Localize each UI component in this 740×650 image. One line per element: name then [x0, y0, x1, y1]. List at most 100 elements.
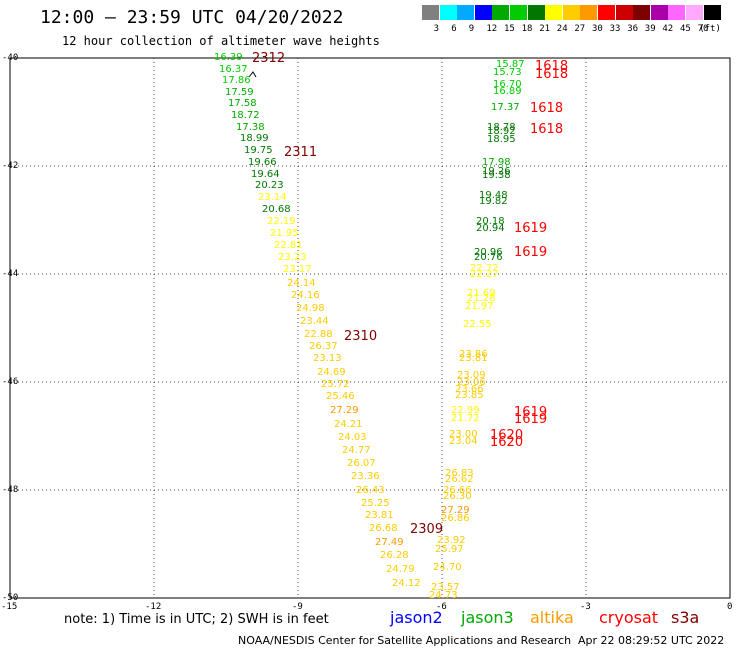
time-label: 1618: [530, 101, 564, 116]
swh-value: 19.38: [482, 170, 511, 181]
swh-value: 15.87: [496, 59, 525, 70]
swh-value: 24.69: [317, 367, 346, 378]
colorbar-swatch: [510, 5, 527, 20]
page-title: 12:00 — 23:59 UTC 04/20/2022: [40, 7, 344, 28]
swh-value: 19.66: [248, 157, 277, 168]
time-label: 1618: [535, 59, 569, 74]
colorbar-swatch: [686, 5, 703, 20]
time-label: 1619: [514, 245, 548, 260]
colorbar-swatch: [650, 5, 668, 20]
swh-value: 18.72: [231, 110, 260, 121]
swh-value: 16.70: [493, 79, 522, 90]
swh-value: 24.16: [291, 290, 320, 301]
lon-tick-label: -3: [580, 602, 591, 612]
time-label: 1620: [490, 428, 524, 443]
swh-value: 19.75: [244, 145, 273, 156]
colorbar-swatch: [615, 5, 633, 20]
swh-value: 20.76: [474, 252, 503, 263]
swh-value: 24.73: [429, 590, 458, 601]
time-label: 1619: [514, 412, 548, 427]
colorbar-label: 6: [451, 24, 457, 34]
swh-value: 23.00: [449, 429, 478, 440]
swh-value: 26.62: [445, 474, 474, 485]
swh-value: 15.73: [493, 67, 522, 78]
swh-value: 27.29: [441, 505, 470, 516]
swh-value: 23.85: [455, 390, 484, 401]
swh-value: 26.83: [445, 468, 474, 479]
swh-value: 21.95: [270, 228, 299, 239]
lon-tick-label: -6: [436, 602, 447, 612]
swh-value: 17.98: [482, 157, 511, 168]
swh-value: 22.27: [470, 269, 499, 280]
generated-timestamp: Apr 22 08:29:52 UTC 2022: [578, 634, 725, 647]
map-frame: [9, 57, 731, 599]
lat-tick-label: -46: [2, 377, 19, 387]
time-label: 1620: [490, 435, 524, 450]
swh-value: 22.55: [463, 319, 492, 330]
colorbar-label: 27: [574, 24, 586, 34]
swh-value: 23.17: [283, 264, 312, 275]
swh-value: 23.06: [457, 377, 486, 388]
swh-value: 18.99: [240, 133, 269, 144]
lon-tick-label: 0: [727, 602, 733, 612]
colorbar-swatch: [598, 5, 615, 20]
swh-value: 21.97: [465, 301, 494, 312]
lat-tick-label: -40: [2, 53, 19, 63]
swh-value: 23.81: [459, 353, 488, 364]
swh-value: 23.13: [313, 353, 342, 364]
swh-value: 27.29: [330, 405, 359, 416]
swh-value: 24.77: [342, 445, 371, 456]
colorbar-label: 24: [556, 24, 568, 34]
lon-tick-label: -15: [1, 602, 18, 612]
lat-tick-label: -50: [2, 593, 19, 603]
credit-line: NOAA/NESDIS Center for Satellite Applica…: [238, 634, 572, 647]
swh-value: 25.72: [321, 379, 350, 390]
swh-value: 20.96: [474, 247, 503, 258]
swh-value: 19.48: [479, 190, 508, 201]
swh-value: 26.68: [369, 523, 398, 534]
colorbar-label: 33: [609, 24, 621, 34]
colorbar-label: 70: [697, 24, 709, 34]
swh-value: 21.72: [451, 413, 480, 424]
swh-value: 26.07: [347, 458, 376, 469]
swh-value: 16.89: [493, 86, 522, 97]
swh-value: 24.03: [338, 432, 367, 443]
swh-value: 22.19: [267, 216, 296, 227]
swh-value: 22.72: [470, 263, 499, 274]
swh-value: 21.28: [467, 293, 496, 304]
swh-value: 20.23: [255, 180, 284, 191]
swh-value: 23.36: [351, 471, 380, 482]
time-label: 1618: [535, 67, 569, 82]
swh-value: 22.88: [304, 329, 333, 340]
colorbar-label: 45: [680, 24, 691, 34]
swh-value: 22.81: [274, 240, 303, 251]
swh-value: 23.81: [365, 510, 394, 521]
swh-value: 19.82: [479, 196, 508, 207]
colorbar-swatch: [439, 5, 457, 20]
swh-value: 18.92: [487, 126, 516, 137]
swh-value: 23.44: [300, 316, 329, 327]
colorbar-label: 36: [627, 24, 639, 34]
page-subtitle: 12 hour collection of altimeter wave hei…: [62, 34, 380, 48]
swh-value: 25.25: [361, 498, 390, 509]
swh-value: 26.28: [380, 550, 409, 561]
swh-value: 26.86: [441, 513, 470, 524]
time-label: 2310: [344, 329, 378, 344]
swh-value: 24.21: [334, 419, 363, 430]
colorbar-label: 9: [468, 24, 475, 34]
colorbar-swatch: [703, 5, 721, 20]
swh-value: 25.97: [435, 544, 464, 555]
swh-value: 20.68: [262, 204, 291, 215]
swh-value: 24.98: [296, 303, 325, 314]
colorbar-label: 12: [486, 24, 498, 34]
colorbar-swatch: [527, 5, 545, 20]
swh-value: 18.95: [487, 134, 516, 145]
time-label: 2312: [252, 51, 286, 66]
swh-value: 19.64: [251, 169, 280, 180]
swh-value: 23.57: [431, 582, 460, 593]
swh-value: 21.69: [467, 288, 496, 299]
colorbar-label: 3: [433, 24, 440, 34]
swh-value: 17.58: [228, 98, 257, 109]
